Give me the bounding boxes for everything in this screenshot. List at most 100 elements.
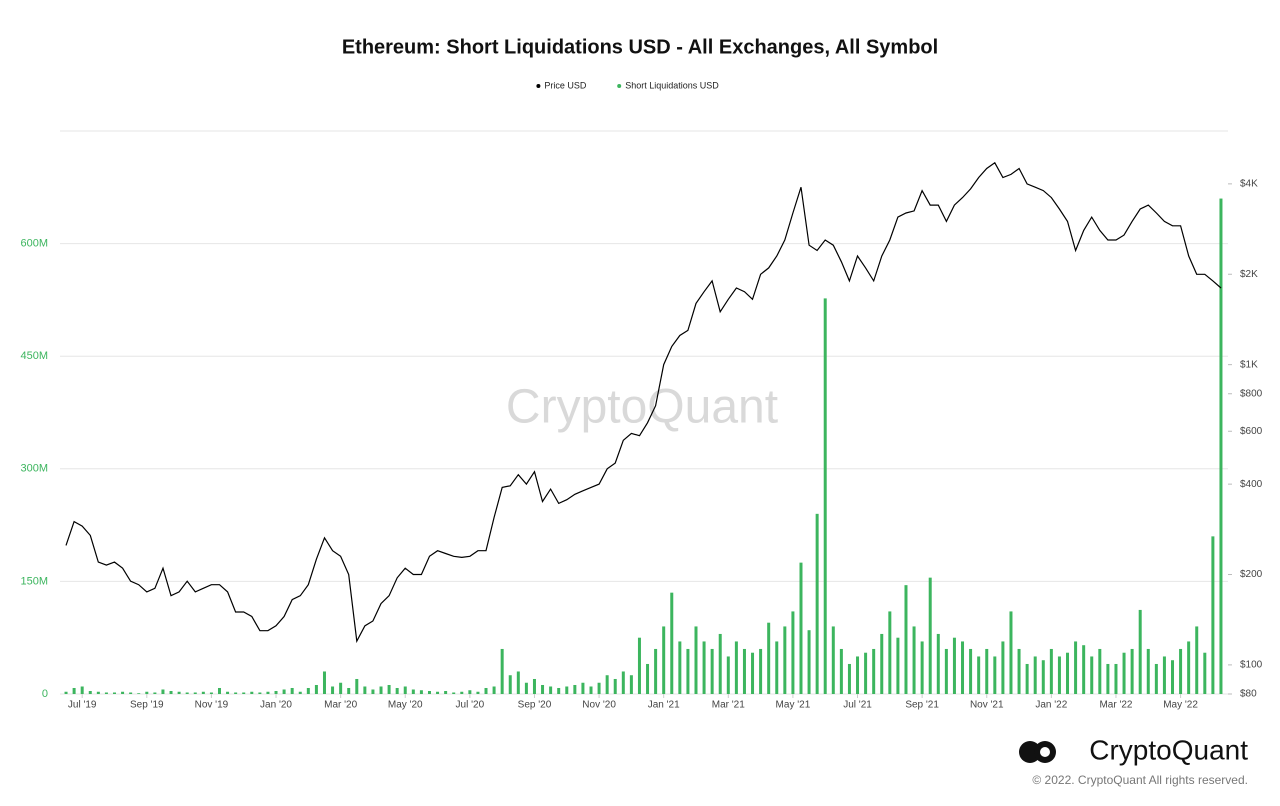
bar [1203, 652, 1207, 694]
bar [1162, 656, 1166, 694]
bar [282, 689, 286, 694]
x-tick-label: Jan '21 [648, 700, 680, 711]
bar [468, 690, 472, 694]
bar [1146, 648, 1150, 694]
bar [662, 626, 666, 694]
y-tick-label: 150M [20, 575, 48, 587]
bar [290, 687, 294, 694]
bar [1122, 652, 1126, 694]
bar [742, 648, 746, 694]
price-line [65, 161, 1222, 644]
bar [839, 648, 843, 694]
bar [791, 611, 795, 694]
x-tick-label: Jan '20 [260, 700, 292, 711]
bar [961, 641, 965, 694]
bar [1171, 660, 1175, 694]
bar [1066, 652, 1070, 694]
bar [1033, 656, 1037, 694]
bar [670, 592, 674, 694]
y-tick-label: 300M [20, 463, 48, 475]
bar [274, 690, 278, 694]
bar [751, 652, 755, 694]
bar [484, 687, 488, 694]
x-tick-label: Jul '20 [456, 700, 485, 711]
x-tick-label: Sep '19 [130, 700, 164, 711]
legend-label: Price USD [544, 80, 587, 90]
bar [1219, 198, 1223, 694]
bar [104, 692, 108, 694]
bar [896, 637, 900, 694]
bar [1049, 648, 1053, 694]
legend-label: Short Liquidations USD [625, 80, 719, 90]
bar [621, 671, 625, 694]
bar [1025, 663, 1029, 694]
y2-tick-label: $2K [1240, 269, 1258, 280]
bar [969, 648, 973, 694]
bar [1211, 536, 1215, 694]
bar [597, 682, 601, 694]
bar [864, 652, 868, 694]
bar [217, 687, 221, 694]
bar [1041, 660, 1045, 694]
bar [678, 641, 682, 694]
x-tick-label: Sep '20 [518, 700, 552, 711]
bar [72, 687, 76, 694]
bar [395, 687, 399, 694]
bar [904, 585, 908, 694]
bar [516, 671, 520, 694]
bar [145, 691, 149, 694]
bar [411, 689, 415, 694]
legend-marker [536, 84, 541, 88]
bar [888, 611, 892, 694]
bar [121, 691, 125, 694]
bar [80, 686, 84, 694]
bar [1114, 663, 1118, 694]
bar [936, 633, 940, 694]
bar [403, 686, 407, 694]
bar [379, 686, 383, 694]
bar [581, 682, 585, 694]
bar [532, 678, 536, 694]
bar [1138, 609, 1142, 694]
x-tick-label: Sep '21 [905, 700, 939, 711]
bar [177, 691, 181, 694]
bar [129, 692, 133, 694]
x-tick-label: May '20 [388, 700, 423, 711]
bar [460, 691, 464, 694]
bar [1098, 648, 1102, 694]
bar [339, 682, 343, 694]
footer-copyright: © 2022. CryptoQuant All rights reserved. [1032, 773, 1248, 787]
bar [985, 648, 989, 694]
bar [1130, 648, 1134, 694]
footer-brand: CryptoQuant [1089, 734, 1248, 765]
bar [201, 691, 205, 694]
bar [153, 692, 157, 694]
bar [476, 691, 480, 694]
bar [952, 637, 956, 694]
bar [759, 648, 763, 694]
watermark: CryptoQuant [506, 381, 778, 434]
bar [944, 648, 948, 694]
bar [112, 692, 116, 694]
bar [629, 675, 633, 694]
bar [912, 626, 916, 694]
x-tick-label: May '22 [1163, 700, 1198, 711]
bar [242, 692, 246, 694]
bar [831, 626, 835, 694]
x-tick-label: Nov '21 [970, 700, 1004, 711]
bar [1017, 648, 1021, 694]
bar [880, 633, 884, 694]
bar [355, 678, 359, 694]
y2-tick-label: $4K [1240, 179, 1258, 190]
bar [1001, 641, 1005, 694]
y2-tick-label: $600 [1240, 426, 1263, 437]
bar [258, 692, 262, 694]
bar [589, 686, 593, 694]
bar [193, 692, 197, 694]
bar [856, 656, 860, 694]
bar [363, 686, 367, 694]
bar [637, 637, 641, 694]
x-tick-label: Mar '22 [1099, 700, 1132, 711]
bar [565, 686, 569, 694]
bar [807, 630, 811, 694]
